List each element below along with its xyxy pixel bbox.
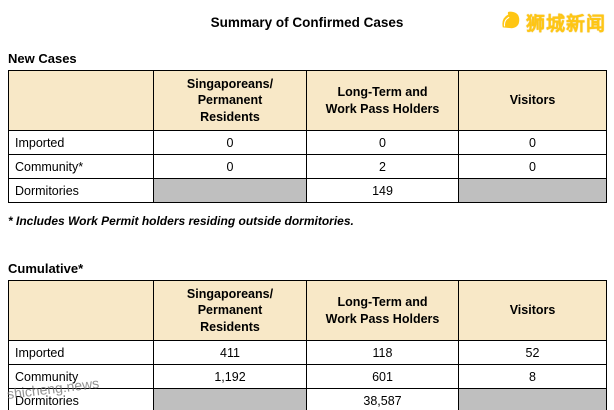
cell-value: 0 (153, 154, 307, 179)
table-row: Dormitories 149 (8, 178, 607, 203)
cell-value: 1,192 (153, 364, 307, 389)
table-header-row: Singaporeans/ Permanent Residents Long-T… (8, 280, 607, 341)
table-row: Community 1,192 601 8 (8, 364, 607, 389)
blank-gray-cell (153, 178, 307, 203)
cumulative-table: Singaporeans/ Permanent Residents Long-T… (8, 280, 607, 410)
site-brand-name: 狮城新闻 (525, 14, 606, 35)
row-label-dormitories: Dormitories (8, 388, 154, 410)
section-heading-cumulative: Cumulative* (8, 261, 84, 276)
column-header-singaporeans: Singaporeans/ Permanent Residents (153, 70, 307, 131)
cell-value: 2 (306, 154, 459, 179)
table-row: Imported 0 0 0 (8, 130, 607, 155)
column-header-longterm: Long-Term and Work Pass Holders (306, 70, 459, 131)
row-label-community: Community (8, 364, 154, 389)
column-header-visitors: Visitors (458, 280, 607, 341)
column-header-blank (8, 280, 154, 341)
row-label-imported: Imported (8, 340, 154, 365)
new-cases-table: Singaporeans/ Permanent Residents Long-T… (8, 70, 607, 203)
column-header-longterm: Long-Term and Work Pass Holders (306, 280, 459, 341)
blank-gray-cell (458, 178, 607, 203)
cell-value: 0 (458, 130, 607, 155)
table-row: Imported 411 118 52 (8, 340, 607, 365)
cell-value: 118 (306, 340, 459, 365)
site-brand: 狮城新闻 (499, 9, 606, 36)
cell-value: 411 (153, 340, 307, 365)
row-label-dormitories: Dormitories (8, 178, 154, 203)
cell-value: 149 (306, 178, 459, 203)
table-header-row: Singaporeans/ Permanent Residents Long-T… (8, 70, 607, 131)
page-title: Summary of Confirmed Cases (210, 15, 404, 30)
row-label-imported: Imported (8, 130, 154, 155)
blank-gray-cell (153, 388, 307, 410)
column-header-blank (8, 70, 154, 131)
cell-value: 52 (458, 340, 607, 365)
lion-logo-icon (499, 9, 523, 36)
table-row: Community* 0 2 0 (8, 154, 607, 179)
column-header-visitors: Visitors (458, 70, 607, 131)
cell-value: 38,587 (306, 388, 459, 410)
row-label-community: Community* (8, 154, 154, 179)
section-heading-new-cases: New Cases (8, 51, 77, 66)
column-header-singaporeans: Singaporeans/ Permanent Residents (153, 280, 307, 341)
cell-value: 8 (458, 364, 607, 389)
cell-value: 0 (306, 130, 459, 155)
cell-value: 0 (153, 130, 307, 155)
cell-value: 601 (306, 364, 459, 389)
footnote: * Includes Work Permit holders residing … (8, 214, 354, 228)
cell-value: 0 (458, 154, 607, 179)
blank-gray-cell (458, 388, 607, 410)
table-row: Dormitories 38,587 (8, 388, 607, 410)
